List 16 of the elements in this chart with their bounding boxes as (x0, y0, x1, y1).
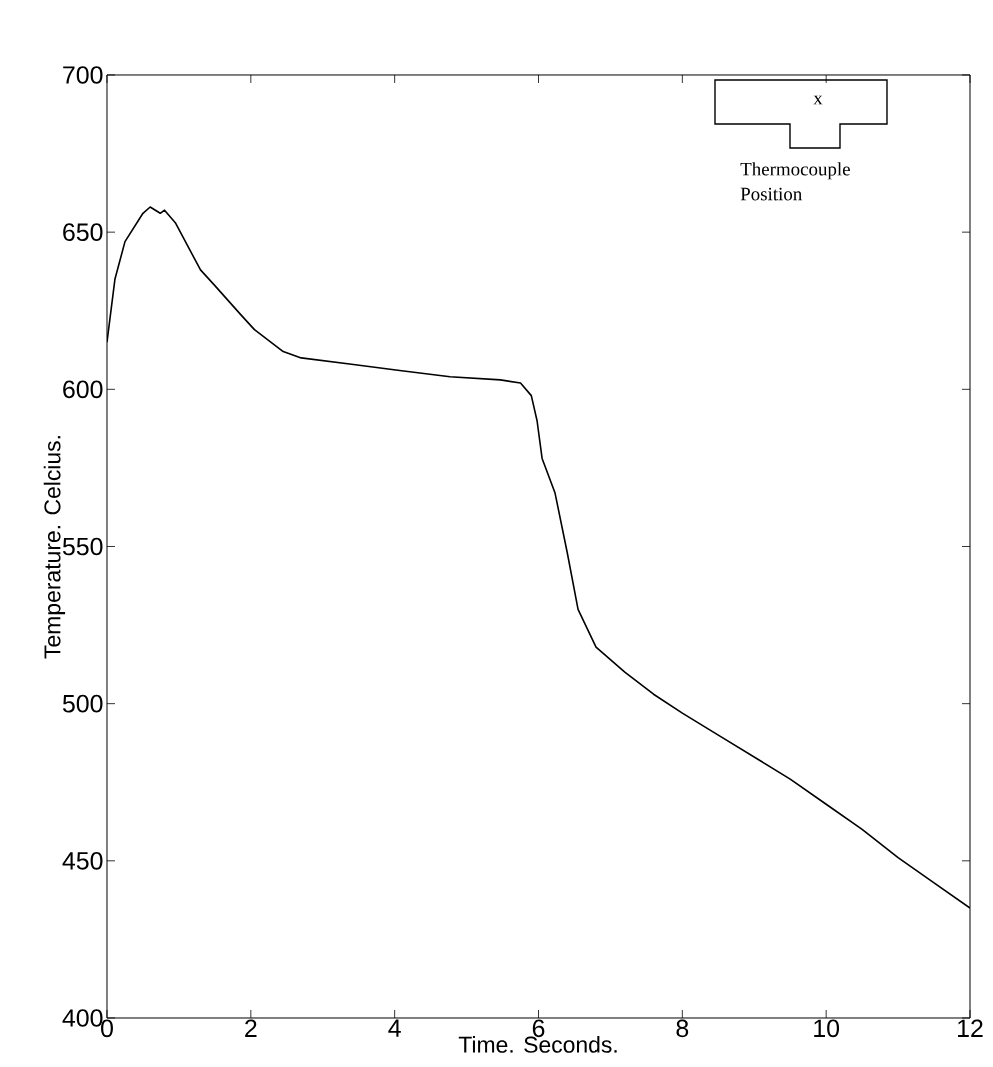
y-tick-label: 600 (63, 380, 103, 399)
y-tick-label: 700 (63, 66, 103, 84)
annotation: Thermocouple Position (740, 162, 850, 201)
x-tick-label: 4 (388, 1019, 401, 1037)
annotation: x (813, 95, 823, 105)
y-tick-label: 500 (62, 694, 103, 713)
y-tick-label: 650 (63, 223, 103, 241)
x-tick-label: 12 (958, 1019, 983, 1037)
x-tick-label: 8 (676, 1019, 689, 1038)
x-tick-label: 2 (245, 1019, 257, 1037)
x-tick-label: 6 (532, 1019, 545, 1038)
x-axis-title: Time. Seconds. (458, 1035, 617, 1053)
y-tick-label: 450 (62, 852, 103, 870)
y-tick-label: 400 (62, 1009, 103, 1027)
x-tick-label: 10 (814, 1019, 840, 1038)
x-tick-label: 0 (101, 1019, 113, 1038)
